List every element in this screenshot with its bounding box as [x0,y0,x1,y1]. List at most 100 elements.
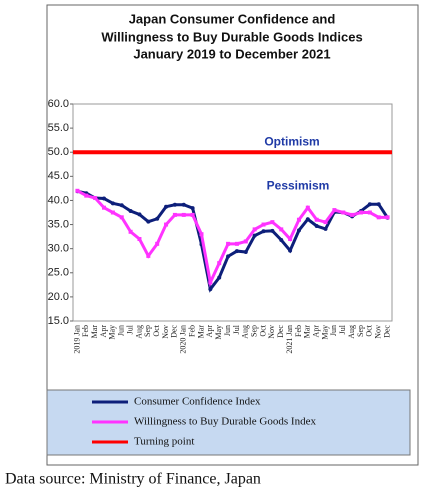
annotation: Optimism [264,134,319,148]
x-tick-label: Feb [81,325,90,337]
x-tick-label: Dec [276,325,285,338]
marker [199,232,204,237]
y-tick-label: 55.0 [48,122,69,134]
y-tick-label: 40.0 [48,194,69,206]
x-tick-label: Jul [232,324,241,334]
marker [296,228,301,233]
marker [102,196,107,201]
marker [155,216,160,221]
marker [190,212,195,217]
marker [146,253,151,258]
x-tick-label: Jun [223,325,232,336]
x-tick-label: Jun [329,325,338,336]
marker [261,222,266,227]
marker [190,206,195,211]
marker [128,229,133,234]
source: Data source: Ministry of Finance, Japan [5,471,261,488]
x-tick-label: Jul [338,324,347,334]
marker [217,275,222,280]
marker [314,224,319,229]
x-tick-label: May [214,325,223,340]
marker [172,212,177,217]
x-tick-label: Aug [241,325,250,339]
marker [252,227,257,232]
marker [367,202,372,207]
marker [146,219,151,224]
marker [385,215,390,220]
marker [243,239,248,244]
marker [119,215,124,220]
marker [181,212,186,217]
y-tick-label: 20.0 [48,291,69,303]
x-tick-label: Aug [347,325,356,339]
marker [252,233,257,238]
marker [288,237,293,242]
x-tick-label: 2021 Jan [285,325,294,354]
marker [208,280,213,285]
x-tick-label: Mar [196,325,205,339]
marker [332,208,337,213]
marker [137,237,142,242]
marker [137,212,142,217]
plot-area [72,103,393,322]
x-tick-label: Oct [152,324,161,336]
marker [270,220,275,225]
x-tick-label: May [108,325,117,340]
marker [288,248,293,253]
marker [234,249,239,254]
legend-label: Consumer Confidence Index [134,396,261,408]
x-tick-label: Mar [303,325,312,339]
marker [358,210,363,215]
x-tick-label: Jul [125,324,134,334]
marker [376,202,381,207]
x-tick-label: Nov [374,325,383,339]
x-tick-label: Aug [134,325,143,339]
marker [217,261,222,266]
marker [181,202,186,207]
marker [296,217,301,222]
x-tick-label: Sep [249,325,258,337]
y-tick-label: 60.0 [48,98,69,110]
marker [323,220,328,225]
marker [350,212,355,217]
x-tick-label: Dec [382,325,391,338]
marker [341,210,346,215]
frame [46,4,419,466]
marker [243,250,248,255]
marker [110,201,115,206]
x-tick-label: Feb [187,325,196,337]
x-tick-label: 2020 Jan [179,325,188,354]
x-tick-label: Apr [312,325,321,338]
marker [270,228,275,233]
marker [376,215,381,220]
x-tick-label: Feb [294,325,303,337]
marker [279,237,284,242]
marker [128,209,133,214]
x-tick-label: Dec [170,325,179,338]
marker [155,241,160,246]
marker [305,217,310,222]
marker [110,210,115,215]
x-tick-label: Mar [90,325,99,339]
marker [314,217,319,222]
x-tick-label: Sep [356,325,365,337]
marker [261,229,266,234]
y-tick-label: 45.0 [48,170,69,182]
y-tick-label: 30.0 [48,243,69,255]
marker [305,205,310,210]
chart-title: Japan Consumer Confidence and [129,11,336,26]
x-tick-label: Apr [205,325,214,338]
marker [367,210,372,215]
chart-title: January 2019 to December 2021 [133,46,330,61]
marker [164,222,169,227]
chart-title: Willingness to Buy Durable Goods Indices [101,29,362,44]
x-tick-label: Jun [117,325,126,336]
marker [102,205,107,210]
x-tick-label: Nov [161,325,170,339]
x-tick-label: Oct [365,324,374,336]
marker [119,203,124,208]
x-tick-label: Apr [99,325,108,338]
marker [208,287,213,292]
legend-label: Turning point [134,436,194,448]
marker [234,241,239,246]
